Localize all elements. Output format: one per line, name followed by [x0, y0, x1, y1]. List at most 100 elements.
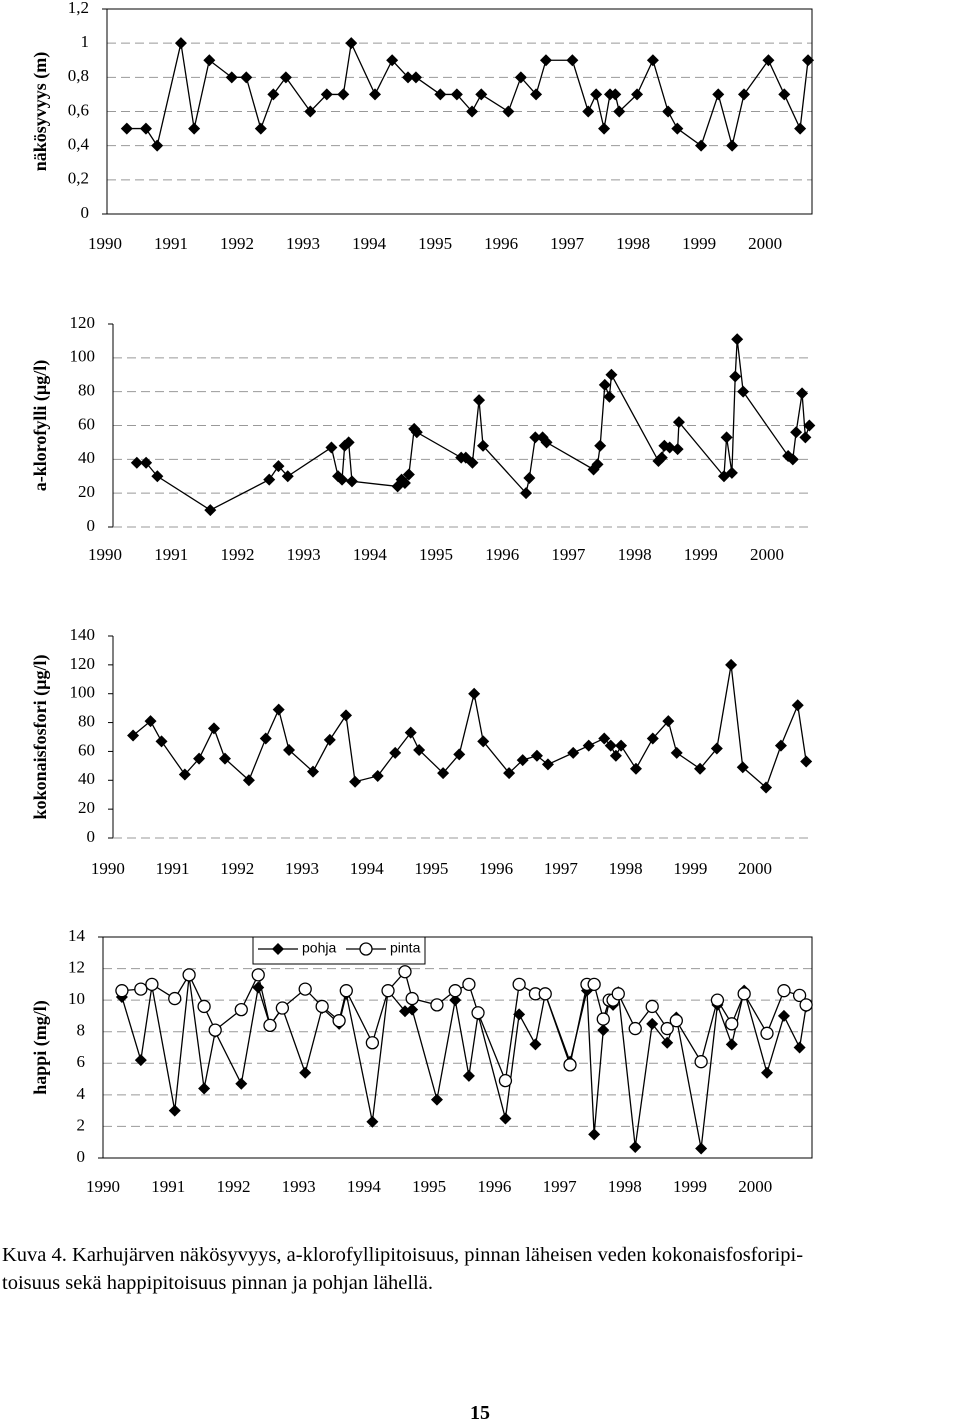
y-axis-label: näkösyvyys (m) — [30, 52, 51, 172]
marker — [777, 984, 791, 998]
marker — [413, 743, 426, 756]
marker — [174, 37, 187, 50]
marker — [520, 487, 533, 500]
x-tick-label: 1997 — [543, 1177, 578, 1196]
marker — [299, 1066, 312, 1079]
marker — [609, 88, 622, 101]
x-tick-label: 1992 — [220, 545, 254, 564]
marker — [794, 122, 807, 135]
y-tick-label: 60 — [78, 740, 95, 759]
marker — [462, 1069, 475, 1082]
marker — [605, 368, 618, 381]
y-tick-label: 1,2 — [68, 0, 89, 17]
x-tick-label: 1998 — [609, 859, 643, 878]
marker — [477, 439, 490, 452]
y-tick-label: 60 — [78, 414, 95, 433]
marker — [398, 965, 412, 979]
marker — [774, 739, 787, 752]
marker — [796, 387, 809, 400]
marker — [670, 746, 683, 759]
marker — [193, 752, 206, 765]
x-tick-label: 2000 — [750, 545, 784, 564]
marker — [540, 436, 553, 449]
x-tick-label: 1999 — [684, 545, 718, 564]
marker — [662, 105, 675, 118]
x-tick-label: 1999 — [673, 1177, 707, 1196]
marker — [389, 746, 402, 759]
y-tick-label: 40 — [78, 448, 95, 467]
marker — [462, 977, 476, 992]
marker — [598, 122, 611, 135]
marker — [720, 431, 733, 444]
y-tick-label: 0 — [81, 203, 90, 222]
x-tick-label: 1998 — [618, 545, 652, 564]
plot-frame — [102, 936, 813, 1159]
marker — [450, 88, 463, 101]
x-tick-label: 1990 — [91, 859, 125, 878]
marker — [323, 733, 336, 746]
marker — [596, 1012, 610, 1026]
marker — [786, 453, 799, 466]
y-tick-label: 120 — [70, 654, 96, 673]
plot-frame — [106, 8, 813, 215]
marker — [366, 1115, 379, 1128]
marker — [332, 1014, 346, 1028]
y-tick-label: 1 — [81, 32, 90, 51]
marker — [530, 749, 543, 762]
marker — [737, 385, 750, 398]
marker — [695, 139, 708, 152]
marker — [588, 1128, 601, 1141]
marker — [613, 105, 626, 118]
marker — [655, 451, 668, 464]
marker — [529, 431, 542, 444]
x-tick-label: 1991 — [154, 234, 188, 253]
marker — [530, 88, 543, 101]
marker — [712, 88, 725, 101]
x-tick-label: 2000 — [738, 1177, 772, 1196]
marker — [197, 999, 211, 1014]
marker — [349, 775, 362, 788]
marker — [365, 1036, 380, 1050]
y-tick-label: 4 — [77, 1084, 86, 1103]
marker — [453, 748, 466, 761]
marker — [134, 982, 148, 996]
marker — [369, 88, 382, 101]
x-tick-label: 2000 — [738, 859, 772, 878]
x-tick-label: 1995 — [414, 859, 448, 878]
marker — [283, 743, 296, 756]
marker — [567, 746, 580, 759]
x-tick-label: 1995 — [412, 1177, 446, 1196]
marker — [218, 752, 231, 765]
marker — [468, 687, 481, 700]
marker — [611, 987, 625, 1001]
marker — [279, 71, 292, 84]
marker — [646, 1017, 659, 1030]
marker — [760, 781, 773, 794]
y-tick-label: 0 — [87, 516, 96, 535]
y-tick-label: 20 — [78, 798, 95, 817]
marker — [802, 54, 815, 67]
marker — [398, 477, 411, 490]
charts: 0 0,2 0,4 0,6 0,8 1 1,2 1990 1991 1992 1993 1994 199… — [30, 0, 816, 1196]
x-tick-label: 1999 — [682, 234, 716, 253]
marker — [263, 1018, 277, 1033]
marker — [336, 473, 349, 486]
marker — [145, 977, 159, 992]
marker — [477, 735, 490, 748]
marker — [139, 122, 152, 135]
x-tick-label: 1996 — [484, 234, 518, 253]
marker — [235, 1077, 248, 1090]
marker — [402, 468, 415, 481]
marker — [672, 416, 685, 429]
y-tick-label: 120 — [70, 313, 96, 332]
marker — [529, 1038, 542, 1051]
marker — [409, 71, 422, 84]
marker — [792, 988, 807, 1003]
x-tick-label: 1997 — [544, 859, 579, 878]
marker — [471, 1006, 485, 1020]
legend: pohja pinta — [252, 936, 426, 965]
marker — [646, 54, 659, 67]
y-tick-label: 0,6 — [68, 100, 89, 119]
y-axis-label: a-klorofylli (µg/l) — [30, 360, 51, 492]
x-tick-label: 1993 — [286, 234, 320, 253]
